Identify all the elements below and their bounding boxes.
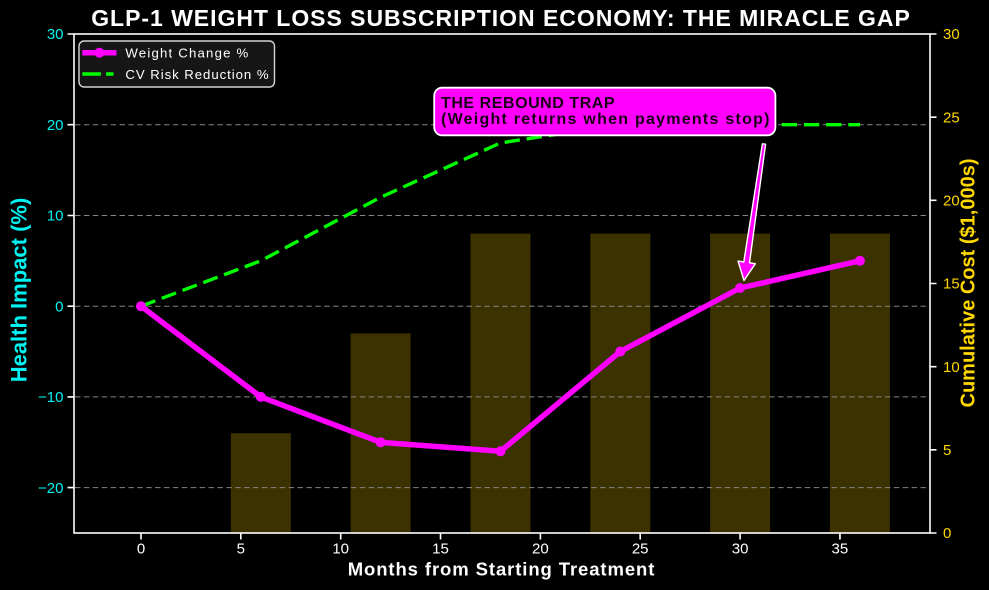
svg-text:5: 5 — [237, 541, 245, 558]
svg-text:35: 35 — [832, 541, 849, 558]
svg-text:10: 10 — [332, 541, 349, 558]
svg-text:15: 15 — [943, 276, 960, 293]
svg-text:−10: −10 — [38, 389, 63, 406]
svg-text:25: 25 — [943, 109, 960, 126]
svg-text:30: 30 — [943, 26, 960, 43]
svg-text:30: 30 — [47, 26, 64, 43]
svg-text:20: 20 — [532, 541, 549, 558]
svg-text:20: 20 — [943, 193, 960, 210]
svg-text:GLP-1 WEIGHT LOSS SUBSCRIPTION: GLP-1 WEIGHT LOSS SUBSCRIPTION ECONOMY: … — [91, 5, 911, 31]
svg-text:0: 0 — [137, 541, 145, 558]
svg-text:Health Impact (%): Health Impact (%) — [7, 198, 32, 383]
svg-text:0: 0 — [943, 525, 951, 542]
svg-text:0: 0 — [55, 298, 63, 315]
svg-text:THE REBOUND TRAP: THE REBOUND TRAP — [441, 95, 615, 112]
svg-text:CV Risk Reduction %: CV Risk Reduction % — [125, 67, 269, 82]
svg-text:10: 10 — [47, 208, 64, 225]
svg-text:10: 10 — [943, 359, 960, 376]
svg-text:15: 15 — [432, 541, 449, 558]
svg-text:Cumulative Cost ($1,000s): Cumulative Cost ($1,000s) — [957, 159, 979, 408]
svg-text:5: 5 — [943, 442, 951, 459]
svg-text:(Weight returns when payments: (Weight returns when payments stop) — [441, 111, 771, 128]
svg-text:30: 30 — [732, 541, 749, 558]
svg-text:Months from Starting Treatment: Months from Starting Treatment — [348, 559, 656, 580]
svg-text:20: 20 — [47, 117, 64, 134]
svg-text:25: 25 — [632, 541, 649, 558]
svg-text:Weight Change %: Weight Change % — [125, 46, 249, 61]
svg-text:−20: −20 — [38, 480, 63, 497]
